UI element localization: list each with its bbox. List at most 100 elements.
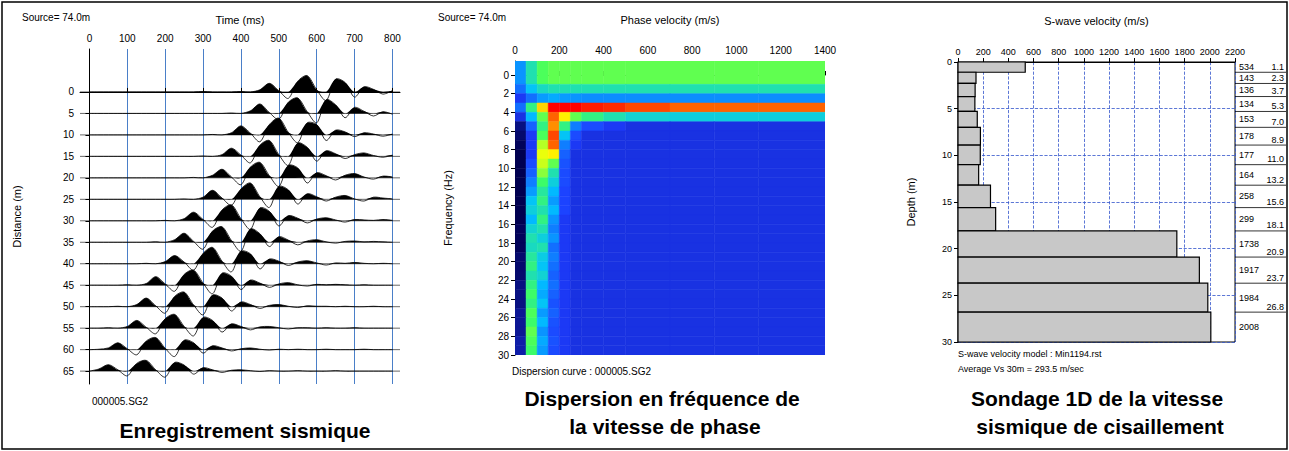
svg-text:2200: 2200 <box>1225 47 1245 57</box>
svg-text:600: 600 <box>308 33 325 44</box>
svg-text:700: 700 <box>346 33 363 44</box>
svg-text:Time (ms): Time (ms) <box>215 14 264 26</box>
svg-text:45: 45 <box>63 280 75 291</box>
svg-text:299: 299 <box>1239 214 1254 224</box>
svg-text:Distance (m): Distance (m) <box>11 185 23 247</box>
svg-text:30: 30 <box>498 350 510 361</box>
svg-text:0: 0 <box>68 86 74 97</box>
svg-text:143: 143 <box>1239 73 1254 83</box>
svg-text:0: 0 <box>947 57 952 67</box>
svg-text:25: 25 <box>63 194 75 205</box>
svg-text:Dispersion curve : 000005.SG2: Dispersion curve : 000005.SG2 <box>512 366 651 377</box>
svg-text:136: 136 <box>1239 85 1254 95</box>
svg-text:1917: 1917 <box>1239 265 1259 275</box>
svg-text:1.1: 1.1 <box>1271 62 1284 72</box>
svg-text:60: 60 <box>63 344 75 355</box>
svg-text:0: 0 <box>87 33 93 44</box>
svg-text:24: 24 <box>498 294 510 305</box>
svg-text:Source= 74.0m: Source= 74.0m <box>438 12 506 23</box>
svg-text:1000: 1000 <box>725 45 748 56</box>
svg-text:20.9: 20.9 <box>1266 247 1284 257</box>
svg-text:400: 400 <box>233 33 250 44</box>
svg-text:534: 534 <box>1239 62 1254 72</box>
svg-text:1984: 1984 <box>1239 293 1259 303</box>
svg-text:55: 55 <box>63 323 75 334</box>
svg-text:0: 0 <box>503 70 509 81</box>
svg-text:1738: 1738 <box>1239 239 1259 249</box>
svg-text:8.9: 8.9 <box>1271 135 1284 145</box>
svg-text:35: 35 <box>63 237 75 248</box>
svg-text:Dispersion en fréquence de: Dispersion en fréquence de <box>524 387 805 410</box>
svg-text:400: 400 <box>1001 47 1016 57</box>
svg-text:Source= 74.0m: Source= 74.0m <box>22 12 90 23</box>
svg-text:30: 30 <box>63 215 75 226</box>
svg-text:1200: 1200 <box>770 45 793 56</box>
svg-text:600: 600 <box>640 45 657 56</box>
svg-text:164: 164 <box>1239 170 1254 180</box>
svg-text:1200: 1200 <box>1099 47 1119 57</box>
svg-text:Average Vs 30m = 293.5 m/sec: Average Vs 30m = 293.5 m/sec <box>958 364 1084 374</box>
svg-text:50: 50 <box>63 301 75 312</box>
svg-text:153: 153 <box>1239 114 1254 124</box>
svg-text:7.0: 7.0 <box>1271 117 1284 127</box>
svg-text:Frequency (Hz): Frequency (Hz) <box>442 170 454 246</box>
svg-text:22: 22 <box>498 275 510 286</box>
svg-text:300: 300 <box>195 33 212 44</box>
svg-text:1400: 1400 <box>1124 47 1144 57</box>
svg-text:S-wave velocity model : Min119: S-wave velocity model : Min1194.rst <box>958 349 1102 359</box>
svg-text:Sondage 1D de la vitesse: Sondage 1D de la vitesse <box>971 387 1229 410</box>
svg-text:0: 0 <box>512 45 518 56</box>
svg-text:0: 0 <box>955 47 960 57</box>
svg-text:800: 800 <box>1051 47 1066 57</box>
svg-text:000005.SG2: 000005.SG2 <box>92 396 149 407</box>
svg-text:28: 28 <box>498 331 510 342</box>
svg-text:14: 14 <box>498 200 510 211</box>
svg-text:Depth (m): Depth (m) <box>905 178 917 227</box>
svg-text:2000: 2000 <box>1200 47 1220 57</box>
svg-text:20: 20 <box>942 244 952 254</box>
svg-text:100: 100 <box>119 33 136 44</box>
svg-text:5: 5 <box>68 108 74 119</box>
svg-text:200: 200 <box>157 33 174 44</box>
svg-text:800: 800 <box>384 33 401 44</box>
svg-text:258: 258 <box>1239 191 1254 201</box>
svg-text:65: 65 <box>63 366 75 377</box>
svg-text:4: 4 <box>503 107 509 118</box>
svg-text:23.7: 23.7 <box>1266 273 1284 283</box>
svg-text:178: 178 <box>1239 131 1254 141</box>
svg-text:800: 800 <box>684 45 701 56</box>
svg-text:13.2: 13.2 <box>1266 175 1284 185</box>
svg-text:20: 20 <box>498 256 510 267</box>
svg-text:S-wave velocity (m/s): S-wave velocity (m/s) <box>1044 15 1149 27</box>
svg-text:200: 200 <box>551 45 568 56</box>
svg-text:10: 10 <box>942 150 952 160</box>
svg-text:500: 500 <box>270 33 287 44</box>
svg-text:1600: 1600 <box>1149 47 1169 57</box>
svg-text:200: 200 <box>976 47 991 57</box>
svg-text:1000: 1000 <box>1074 47 1094 57</box>
svg-text:30: 30 <box>942 337 952 347</box>
svg-text:11.0: 11.0 <box>1267 154 1284 164</box>
svg-text:20: 20 <box>63 172 75 183</box>
svg-text:2.3: 2.3 <box>1271 73 1284 83</box>
svg-text:10: 10 <box>63 129 75 140</box>
svg-text:10: 10 <box>498 163 510 174</box>
svg-text:16: 16 <box>498 219 510 230</box>
svg-text:15.6: 15.6 <box>1266 197 1284 207</box>
svg-text:15: 15 <box>63 151 75 162</box>
svg-text:1400: 1400 <box>814 45 837 56</box>
svg-text:6: 6 <box>503 126 509 137</box>
svg-text:Phase velocity (m/s): Phase velocity (m/s) <box>620 14 719 26</box>
svg-text:sismique de cisaillement: sismique de cisaillement <box>976 415 1223 438</box>
svg-text:1800: 1800 <box>1175 47 1195 57</box>
svg-text:8: 8 <box>503 144 509 155</box>
svg-text:18.1: 18.1 <box>1266 220 1284 230</box>
svg-text:2008: 2008 <box>1239 322 1259 332</box>
svg-text:600: 600 <box>1026 47 1041 57</box>
svg-text:5: 5 <box>947 104 952 114</box>
svg-text:2: 2 <box>503 88 509 99</box>
svg-text:5.3: 5.3 <box>1271 101 1284 111</box>
svg-text:15: 15 <box>942 197 952 207</box>
svg-text:134: 134 <box>1239 99 1254 109</box>
svg-text:18: 18 <box>498 238 510 249</box>
